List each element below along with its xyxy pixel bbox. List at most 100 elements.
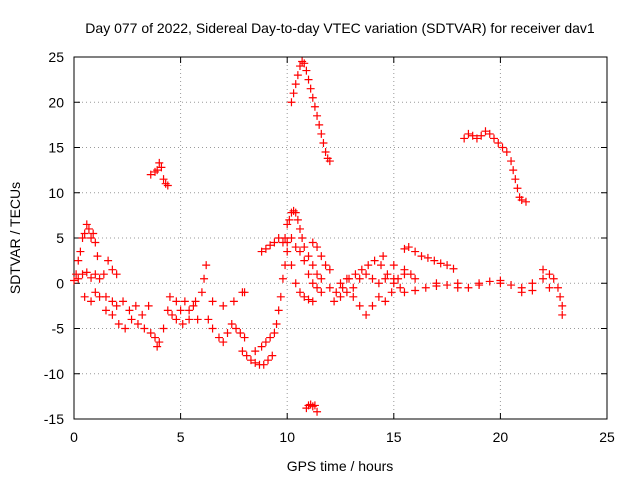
data-point (498, 143, 507, 152)
y-axis-title: SDTVAR / TECUs (7, 182, 23, 294)
data-point (161, 179, 170, 188)
data-point (283, 247, 292, 256)
data-point (481, 127, 490, 136)
data-point (368, 301, 377, 310)
data-point (460, 134, 469, 143)
data-point (289, 206, 298, 215)
data-point (197, 288, 206, 297)
data-point (317, 288, 326, 297)
data-point (236, 329, 245, 338)
data-point (521, 197, 530, 206)
data-point (78, 270, 87, 279)
data-point (291, 80, 300, 89)
y-tick-label: -5 (52, 321, 65, 337)
data-point (304, 75, 313, 84)
data-point (306, 400, 315, 409)
data-point (342, 274, 351, 283)
data-point (317, 252, 326, 261)
data-point (185, 315, 194, 324)
data-point (464, 129, 473, 138)
data-point (485, 129, 494, 138)
data-point (302, 66, 311, 75)
data-point (494, 138, 503, 147)
data-point (304, 270, 313, 279)
data-point (472, 134, 481, 143)
data-point (101, 306, 110, 315)
grid (74, 57, 607, 419)
data-point (200, 274, 209, 283)
data-point (325, 265, 334, 274)
data-point (430, 256, 439, 265)
data-point (355, 301, 364, 310)
data-point (368, 274, 377, 283)
data-point (153, 342, 162, 351)
data-point (336, 292, 345, 301)
data-point (308, 279, 317, 288)
data-point (153, 166, 162, 175)
data-point (261, 244, 270, 253)
data-point (338, 283, 347, 292)
data-point (417, 252, 426, 261)
data-point (377, 261, 386, 270)
data-point (74, 274, 83, 283)
data-point (287, 234, 296, 242)
data-point (507, 157, 516, 166)
x-tick-label: 10 (279, 429, 295, 445)
data-point (276, 292, 285, 301)
data-point (355, 274, 364, 283)
data-point (490, 134, 499, 143)
data-point (208, 324, 217, 333)
data-point (293, 71, 302, 80)
data-point (310, 401, 319, 410)
data-point (295, 288, 304, 297)
data-point (507, 281, 516, 290)
data-points (70, 57, 567, 416)
data-point (387, 288, 396, 297)
data-point (91, 238, 100, 247)
data-point (313, 270, 322, 279)
data-point (313, 283, 322, 292)
data-point (131, 301, 140, 310)
data-point (432, 279, 441, 288)
x-axis-title: GPS time / hours (287, 458, 394, 474)
data-point (242, 351, 251, 360)
data-point (232, 324, 241, 333)
data-point (404, 243, 413, 252)
data-point (95, 274, 104, 283)
y-tick-label: 15 (48, 140, 64, 156)
data-point (172, 297, 181, 306)
data-point (112, 270, 121, 279)
data-point (285, 215, 294, 224)
data-point (477, 131, 486, 140)
data-point (266, 333, 275, 342)
data-point (308, 261, 317, 270)
data-point (208, 297, 217, 306)
data-point (240, 288, 249, 297)
data-point (308, 238, 317, 247)
data-point (99, 270, 108, 279)
data-point (381, 274, 390, 283)
data-point (270, 329, 279, 338)
data-point (133, 319, 142, 328)
x-tick-label: 20 (493, 429, 509, 445)
data-point (396, 283, 405, 292)
data-point (502, 148, 511, 157)
data-point (146, 329, 155, 338)
data-point (119, 297, 128, 306)
x-tick-label: 15 (386, 429, 402, 445)
y-tick-label: 25 (48, 49, 64, 65)
data-point (313, 407, 322, 416)
data-point (517, 195, 526, 204)
data-point (304, 295, 313, 304)
data-point (185, 306, 194, 315)
data-point (406, 270, 415, 279)
data-point (400, 288, 409, 297)
x-tick-label: 5 (177, 429, 185, 445)
data-point (349, 292, 358, 301)
data-point (300, 256, 309, 265)
data-point (394, 274, 403, 283)
data-point (558, 301, 567, 310)
data-point (176, 306, 185, 315)
data-point (172, 315, 181, 324)
data-point (325, 283, 334, 292)
